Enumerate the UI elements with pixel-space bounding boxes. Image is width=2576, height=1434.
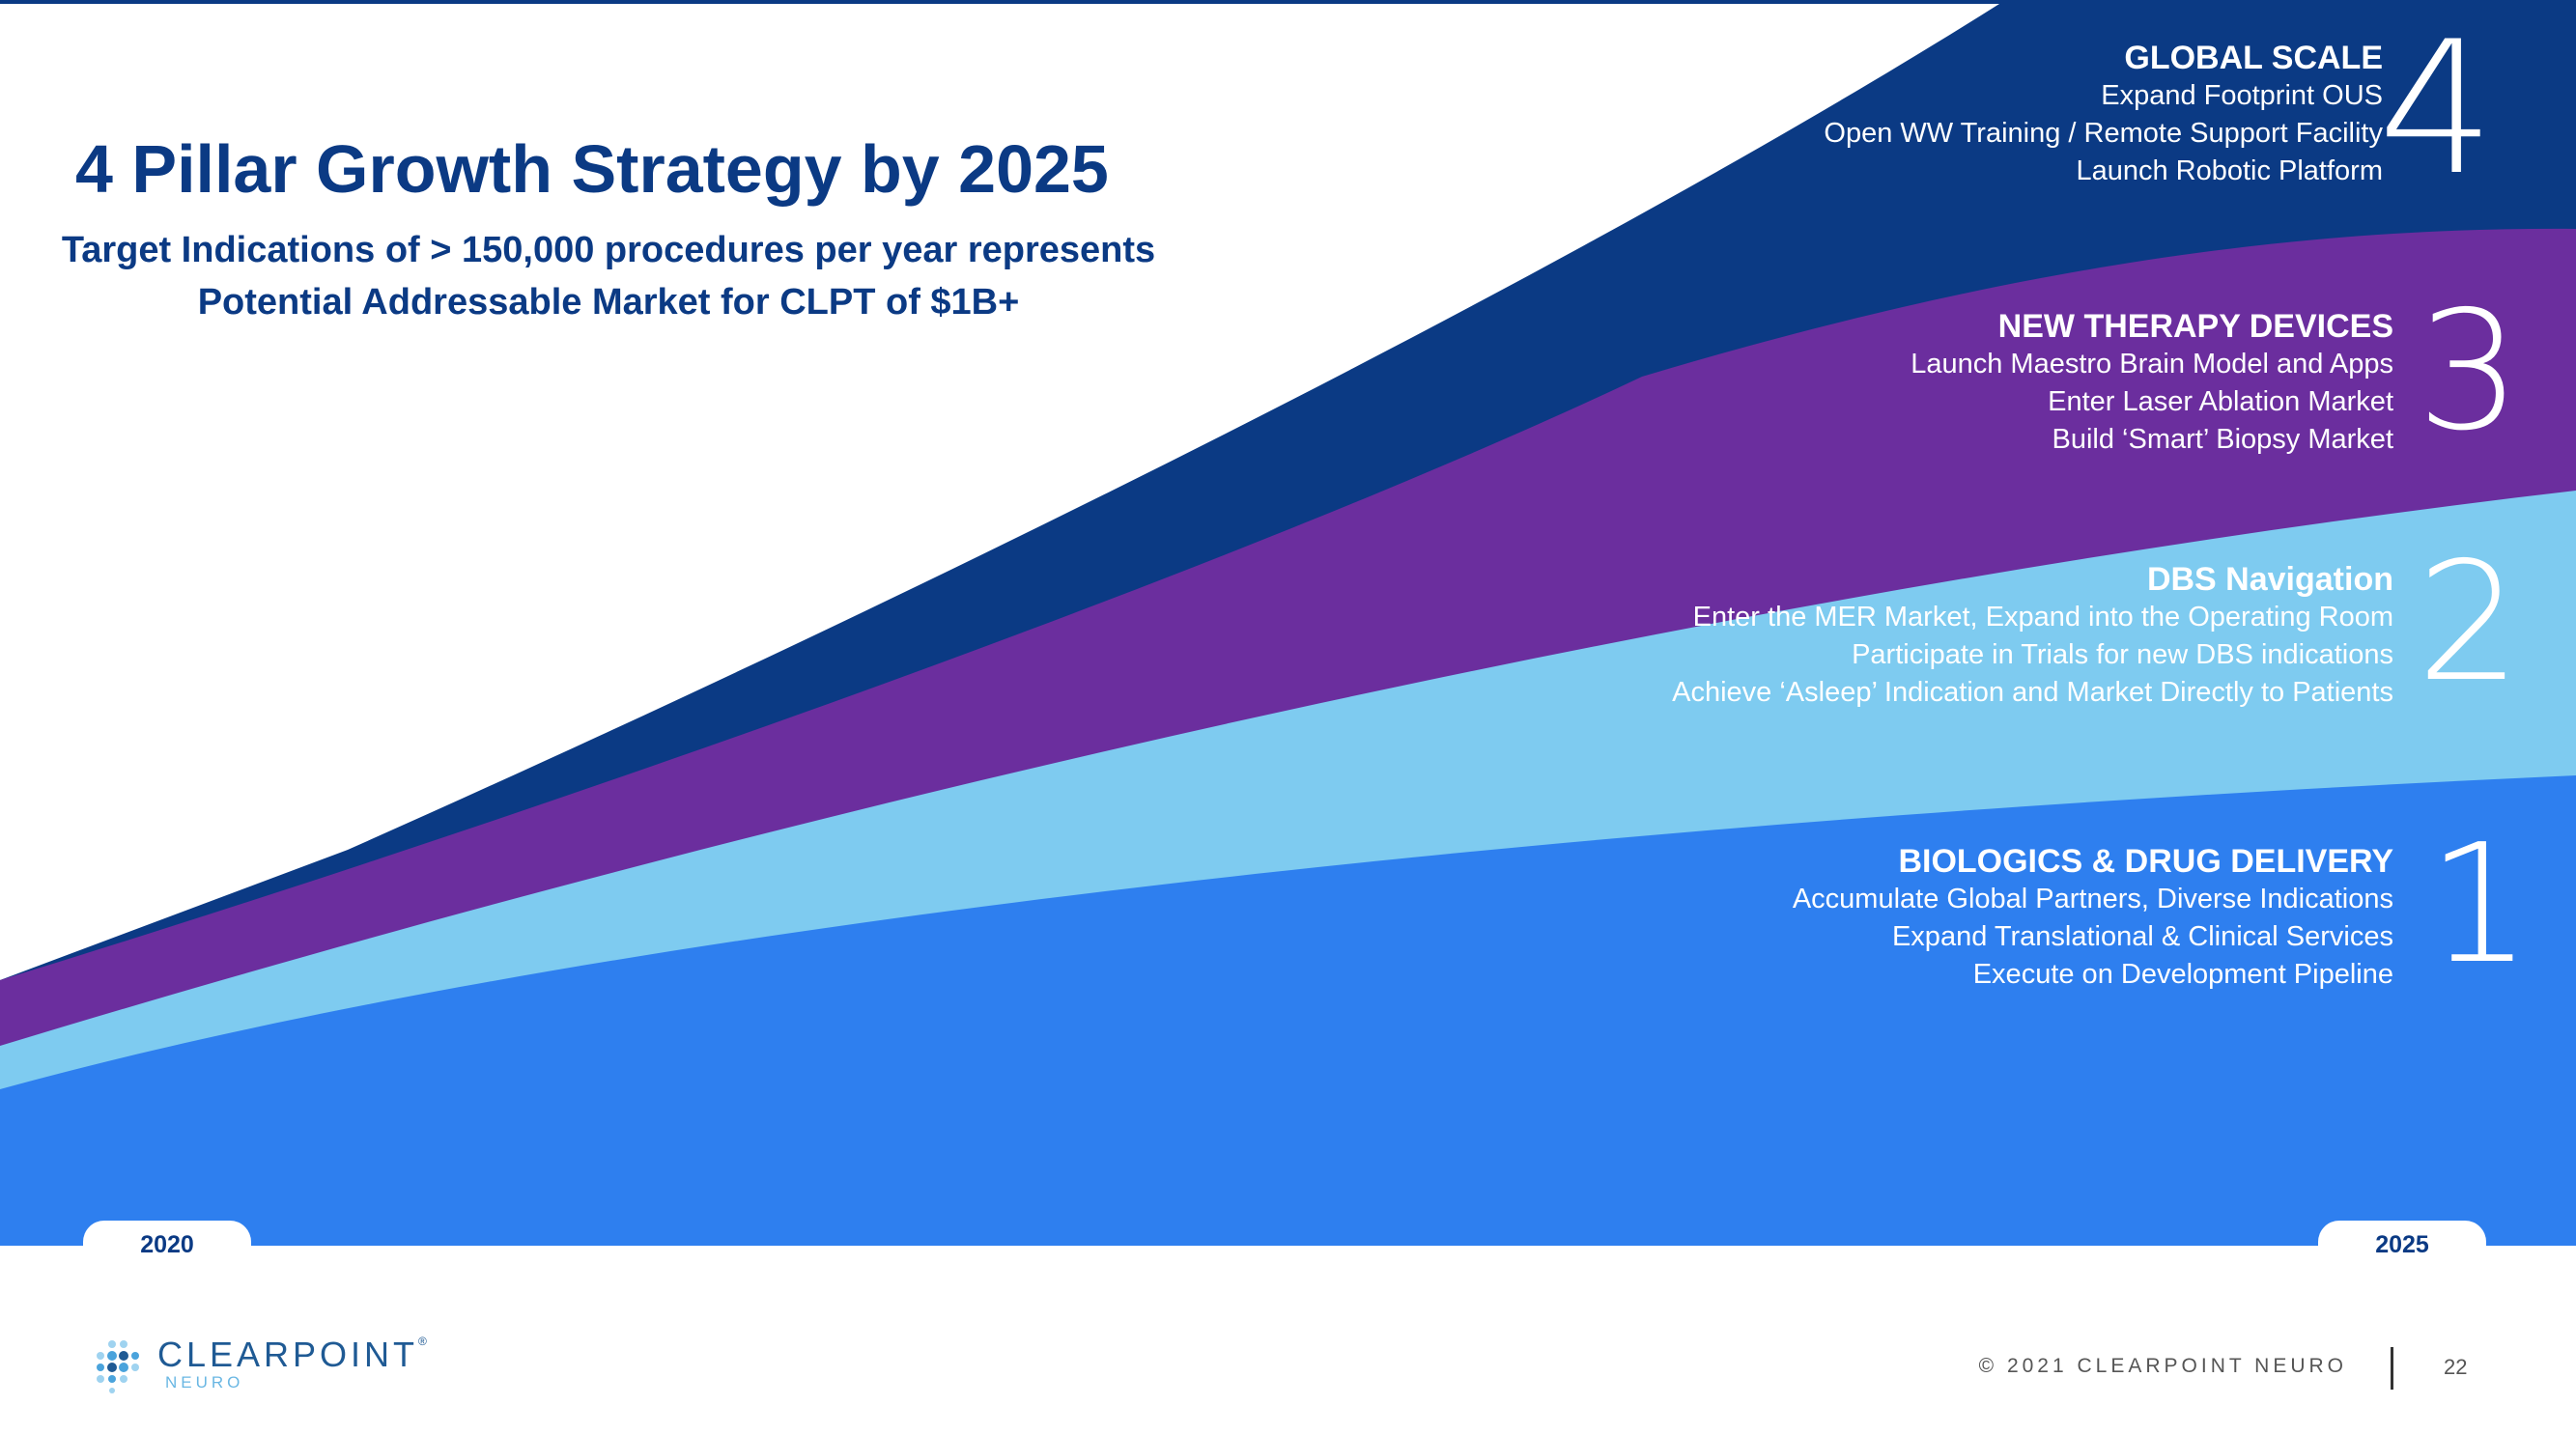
slide-subtitle: Target Indications of > 150,000 procedur…	[39, 224, 1178, 328]
logo-wordmark: CLEARPOINT®	[157, 1335, 427, 1375]
pillar-line: Expand Footprint OUS	[2101, 80, 2383, 111]
pillar-dbs-navigation: DBS Navigation Enter the MER Market, Exp…	[1672, 560, 2393, 712]
pillar-new-therapy-devices: NEW THERAPY DEVICES Launch Maestro Brain…	[1911, 307, 2393, 459]
logo-trademark: ®	[418, 1335, 427, 1348]
pillar-heading: GLOBAL SCALE	[2124, 40, 2383, 76]
slide-title: 4 Pillar Growth Strategy by 2025	[75, 131, 1109, 207]
pillar-biologics-drug-delivery: BIOLOGICS & DRUG DELIVERY Accumulate Glo…	[1793, 842, 2393, 994]
top-rule	[0, 0, 2576, 4]
pillar-line: Enter Laser Ablation Market	[2048, 386, 2393, 417]
pillar-line: Open WW Training / Remote Support Facili…	[1824, 118, 2383, 149]
pillar-line: Launch Maestro Brain Model and Apps	[1911, 349, 2393, 380]
footer-copyright: © 2021 CLEARPOINT NEURO	[1978, 1355, 2347, 1377]
logo-subtext: NEURO	[165, 1373, 244, 1392]
growth-bands-graphic	[0, 4, 2576, 1246]
pillar-line: Accumulate Global Partners, Diverse Indi…	[1792, 884, 2393, 914]
pillar-line: Build ‘Smart’ Biopsy Market	[2052, 424, 2393, 455]
pillar-line: Launch Robotic Platform	[2076, 155, 2383, 186]
pillar-heading: DBS Navigation	[2146, 561, 2393, 598]
pillar-global-scale: GLOBAL SCALE Expand Footprint OUS Open W…	[1824, 39, 2383, 190]
timeline-end-label: 2025	[2318, 1221, 2486, 1269]
subtitle-line-1: Target Indications of > 150,000 procedur…	[61, 230, 1156, 270]
timeline-start-label: 2020	[83, 1221, 251, 1269]
pillar-line: Expand Translational & Clinical Services	[1891, 921, 2393, 952]
subtitle-line-2: Potential Addressable Market for CLPT of…	[197, 282, 1020, 323]
pillar-number-1: 1	[2427, 809, 2533, 1000]
pillar-number-4: 4	[2378, 2, 2495, 215]
logo-name: CLEARPOINT	[157, 1335, 419, 1374]
pillar-line: Participate in Trials for new DBS indica…	[1852, 639, 2393, 670]
pillar-heading: BIOLOGICS & DRUG DELIVERY	[1898, 843, 2393, 880]
pillar-line: Execute on Development Pipeline	[1972, 959, 2393, 990]
clearpoint-logo: CLEARPOINT® NEURO	[95, 1335, 427, 1396]
footer-divider	[2391, 1347, 2393, 1390]
pillar-heading: NEW THERAPY DEVICES	[1997, 308, 2393, 345]
logo-dots-icon	[97, 1340, 139, 1393]
pillar-number-3: 3	[2417, 276, 2522, 467]
pillar-number-2: 2	[2417, 527, 2522, 718]
band-biologics	[0, 775, 2576, 1246]
pillar-line: Achieve ‘Asleep’ Indication and Market D…	[1672, 677, 2393, 708]
pillar-line: Enter the MER Market, Expand into the Op…	[1692, 602, 2393, 633]
page-number: 22	[2444, 1355, 2468, 1379]
